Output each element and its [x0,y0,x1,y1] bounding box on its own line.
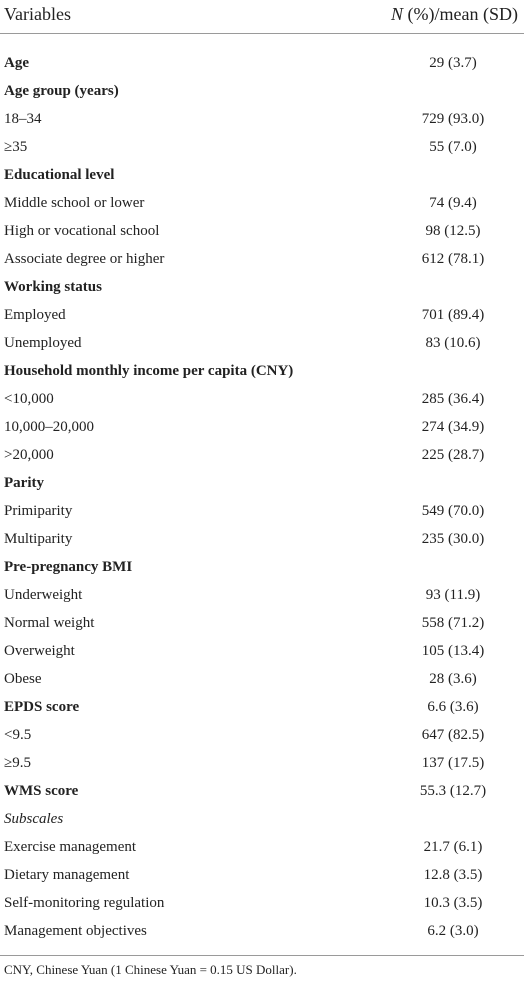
row-label: Associate degree or higher [4,251,165,267]
row-label: Middle school or lower [4,195,145,211]
row-value: 274 (34.9) [421,419,485,435]
header-value: N (%)/mean (SD) [391,2,518,26]
row-value: 28 (3.6) [429,671,477,687]
row-value: 701 (89.4) [421,307,485,323]
bottom-rule [0,955,524,956]
row-value: 729 (93.0) [421,111,485,127]
row-label: Obese [4,671,42,687]
row-value: 10.3 (3.5) [423,895,483,911]
row-value: 549 (70.0) [421,503,485,519]
row-label: EPDS score [4,699,80,715]
row-label: Management objectives [4,923,147,939]
row-label: Parity [4,475,44,491]
header-variable: Variables [4,4,71,24]
row-value: 29 (3.7) [429,55,477,71]
row-value: 137 (17.5) [421,755,485,771]
footnote: CNY, Chinese Yuan (1 Chinese Yuan = 0.15… [4,962,297,977]
header-value-symbol: N [391,4,404,24]
row-label: Employed [4,307,66,323]
row-label: Age group (years) [4,83,119,99]
row-label: Primiparity [4,503,73,519]
row-label: ≥35 [4,139,28,155]
row-value: 74 (9.4) [429,195,477,211]
row-label: Self-monitoring regulation [4,895,165,911]
row-label: Pre-pregnancy BMI [4,559,133,575]
row-value: 647 (82.5) [421,727,485,743]
row-value: 6.6 (3.6) [427,699,479,715]
row-label: Multiparity [4,531,73,547]
row-value: 83 (10.6) [425,335,481,351]
row-label: 10,000–20,000 [4,419,94,435]
row-value: 93 (11.9) [425,587,481,603]
row-label: Working status [4,279,102,295]
row-label: <10,000 [4,391,54,407]
row-label: 18–34 [4,111,42,127]
row-label: Household monthly income per capita (CNY… [4,363,294,379]
row-value: 98 (12.5) [425,223,481,239]
row-label: Overweight [4,643,75,659]
row-label: >20,000 [4,447,54,463]
row-value: 55.3 (12.7) [419,783,487,799]
row-value: 235 (30.0) [421,531,485,547]
row-label: WMS score [4,783,79,799]
row-label: ≥9.5 [4,755,31,771]
row-value: 12.8 (3.5) [423,867,483,883]
row-value: 285 (36.4) [421,391,485,407]
header-rule [0,33,524,34]
row-value: 558 (71.2) [421,615,485,631]
row-label: <9.5 [4,727,32,743]
row-label: Normal weight [4,615,95,631]
row-label: High or vocational school [4,223,160,239]
row-label: Age [4,55,29,71]
row-value: 612 (78.1) [421,251,485,267]
row-value: 6.2 (3.0) [427,923,479,939]
row-label: Educational level [4,167,115,183]
row-label: Exercise management [4,839,137,855]
header-value-rest: (%)/mean (SD) [403,4,518,24]
row-value: 225 (28.7) [421,447,485,463]
row-value: 105 (13.4) [421,643,485,659]
row-label: Unemployed [4,335,82,351]
row-label: Dietary management [4,867,130,883]
row-label: Subscales [4,811,64,827]
row-value: 21.7 (6.1) [423,839,483,855]
row-label: Underweight [4,587,83,603]
row-value: 55 (7.0) [429,139,477,155]
